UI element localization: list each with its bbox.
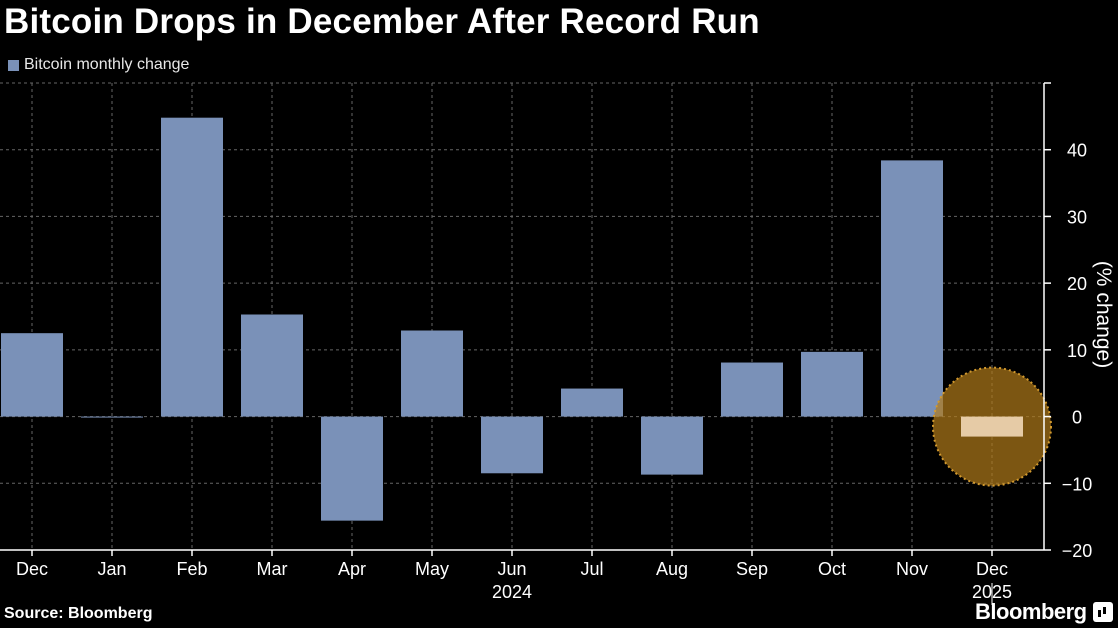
brand-name: Bloomberg — [975, 599, 1087, 624]
bar — [321, 416, 383, 521]
x-tick-label: Oct — [818, 559, 846, 579]
x-tick-label: Nov — [896, 559, 928, 579]
y-tick-label: 10 — [1067, 341, 1087, 361]
highlight — [932, 366, 1052, 487]
bar — [401, 330, 463, 417]
legend: Bitcoin monthly change — [8, 56, 189, 74]
bar — [481, 416, 543, 474]
x-tick-label: May — [415, 559, 449, 579]
legend-swatch — [8, 59, 19, 71]
y-tick-label: 20 — [1067, 274, 1087, 294]
bars — [1, 117, 943, 521]
x-tick-label: Dec — [976, 559, 1008, 579]
x-tick-label: Jul — [580, 559, 603, 579]
x-year-label: 2025 — [972, 582, 1012, 602]
chart-title: Bitcoin Drops in December After Record R… — [4, 2, 760, 41]
brand-logo: Bloomberg — [975, 599, 1113, 625]
y-axis-title: (% change) — [1092, 261, 1115, 368]
bloomberg-chart-icon — [1092, 602, 1113, 622]
x-tick-label: Feb — [176, 559, 207, 579]
bar — [161, 117, 223, 417]
bar — [801, 351, 863, 417]
y-tick-label: 30 — [1067, 207, 1087, 227]
x-tick-label: Jun — [497, 559, 526, 579]
bar — [881, 160, 943, 417]
x-tick-label: Apr — [338, 559, 366, 579]
bar — [81, 416, 143, 418]
x-year-label: 2024 — [492, 582, 532, 602]
x-tick-label: Aug — [656, 559, 688, 579]
y-tick-label: −20 — [1062, 541, 1093, 561]
x-tick-label: Dec — [16, 559, 48, 579]
legend-label: Bitcoin monthly change — [24, 56, 190, 73]
y-tick-label: 40 — [1067, 141, 1087, 161]
x-tick-label: Jan — [97, 559, 126, 579]
x-tick-label: Sep — [736, 559, 768, 579]
bar — [1, 333, 63, 417]
axis-labels: −20 −10 0 10 20 30 40 (% change) Dec Jan Feb Mar Apr… — [16, 141, 1115, 602]
bar — [561, 388, 623, 417]
bar — [961, 416, 1023, 437]
bar — [641, 416, 703, 475]
axes — [0, 82, 1051, 605]
x-tick-label: Mar — [257, 559, 288, 579]
y-tick-label: −10 — [1062, 474, 1093, 494]
bar — [241, 314, 303, 417]
y-tick-label: 0 — [1072, 408, 1082, 428]
source-note: Source: Bloomberg — [4, 605, 153, 622]
bar — [721, 362, 783, 417]
